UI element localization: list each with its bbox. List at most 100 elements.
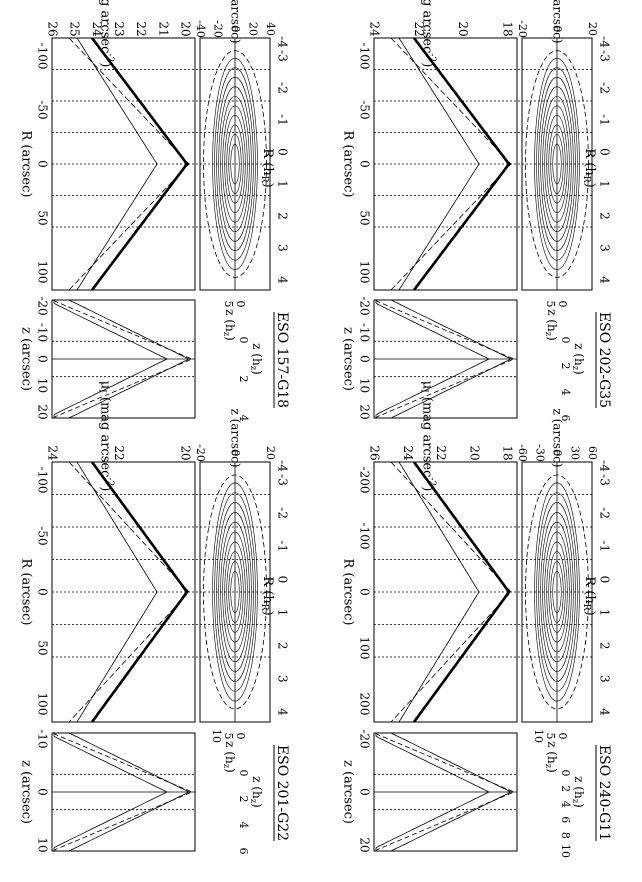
mu-tick: 20 xyxy=(179,445,193,460)
R-tick: 100 xyxy=(358,637,372,660)
R-tick: -100 xyxy=(358,523,372,550)
map-z-label: z (arcsec) xyxy=(551,408,565,467)
hR-tick: -4 xyxy=(598,460,612,472)
hR-axis-label: R (hR) xyxy=(582,576,598,615)
vhz-tick: 2 xyxy=(237,376,250,383)
R-tick: 0 xyxy=(36,588,50,596)
vz-tick: -20 xyxy=(358,729,372,748)
map-z-label: z (arcsec) xyxy=(229,408,243,467)
hR-tick: 0 xyxy=(598,148,612,156)
mu-tick: 24 xyxy=(368,21,382,37)
hz-tick: 10 xyxy=(210,729,223,743)
vz-tick: 0 xyxy=(36,788,50,796)
offset-profile xyxy=(76,37,158,291)
hR-tick: 1 xyxy=(276,609,290,617)
hz-axis-label: z (hz) xyxy=(223,741,238,773)
mu-tick: 20 xyxy=(179,21,193,36)
R-axis-label: R (arcsec) xyxy=(19,131,34,198)
R-tick: -50 xyxy=(358,100,372,119)
model-profile xyxy=(390,461,512,723)
hR-tick: -2 xyxy=(276,82,290,94)
map-z-tick: -40 xyxy=(194,20,207,38)
vz-axis-label: z (arcsec) xyxy=(341,760,356,824)
map-z-tick: 60 xyxy=(586,446,599,460)
vhz-tick: 0 xyxy=(237,770,250,777)
R-tick: -50 xyxy=(36,526,50,545)
mu-tick: 20 xyxy=(456,21,470,36)
map-z-tick: -20 xyxy=(194,444,207,462)
mu-tick: 25 xyxy=(68,21,82,36)
vz-tick: 20 xyxy=(36,404,50,419)
mu-tick: 24 xyxy=(401,445,415,461)
map-z-tick: -20 xyxy=(212,20,225,38)
vertical-profile-model xyxy=(375,299,516,419)
R-axis-label: R (arcsec) xyxy=(341,559,356,626)
hR-tick: 4 xyxy=(276,708,290,716)
R-axis-label: R (arcsec) xyxy=(341,131,356,198)
vhz-tick: 6 xyxy=(237,848,250,855)
hz-tick: 0 xyxy=(556,301,569,308)
mu-tick: 26 xyxy=(46,21,60,36)
major-axis-profile xyxy=(412,37,511,291)
hz-axis-label: z (hz) xyxy=(223,309,238,341)
vz-tick: 0 xyxy=(36,355,50,363)
hR-tick: 3 xyxy=(598,244,612,252)
vz-tick: -10 xyxy=(36,323,50,342)
hR-tick: 3 xyxy=(276,675,290,683)
hz-axis-label: z (hz) xyxy=(545,741,560,773)
vz-axis-label: z (arcsec) xyxy=(19,760,34,824)
map-z-tick: -60 xyxy=(516,444,529,462)
vz-tick: -10 xyxy=(358,323,372,342)
map-z-tick: 0 xyxy=(229,450,242,457)
mu-tick: 20 xyxy=(467,445,481,460)
hz-tick: 0 xyxy=(234,733,247,740)
galaxy-name: ESO 157-G18 xyxy=(274,312,290,408)
vz-tick: -20 xyxy=(358,296,372,315)
hz-tick: 5 xyxy=(222,301,235,308)
model-profile xyxy=(68,461,190,723)
hR-tick: 0 xyxy=(598,576,612,584)
map-z-tick: 0 xyxy=(551,450,564,457)
hz-axis-label: z (hz) xyxy=(545,309,560,341)
vhz-tick: 4 xyxy=(559,389,572,396)
hR-tick: 4 xyxy=(598,276,612,284)
hR-tick: -1 xyxy=(276,540,290,552)
R-tick: 0 xyxy=(36,160,50,168)
vz-tick: 10 xyxy=(36,837,50,852)
vhz-tick: 4 xyxy=(559,801,572,808)
R-axis-label: R (arcsec) xyxy=(19,559,34,626)
hR-tick: 4 xyxy=(276,276,290,284)
map-z-tick: 20 xyxy=(247,22,260,36)
vhz-tick: 8 xyxy=(559,832,572,839)
model-profile xyxy=(390,37,512,291)
offset-profile xyxy=(76,461,158,723)
vhz-tick: 2 xyxy=(237,796,250,803)
hR-tick: 4 xyxy=(598,708,612,716)
vhz-tick: 2 xyxy=(559,785,572,792)
hR-tick: 1 xyxy=(276,180,290,188)
hR-tick: -2 xyxy=(598,82,612,94)
galaxy-name: ESO 202-G35 xyxy=(596,312,612,408)
hR-tick: -4 xyxy=(276,460,290,472)
hR-tick: -4 xyxy=(276,36,290,48)
mu-tick: 18 xyxy=(501,445,515,460)
R-tick: 100 xyxy=(36,693,50,716)
hR-tick: -2 xyxy=(598,507,612,519)
vertical-profile-model xyxy=(375,732,516,852)
hR-tick: 2 xyxy=(598,642,612,650)
hR-tick: 0 xyxy=(276,576,290,584)
mu-tick: 23 xyxy=(112,21,126,36)
vz-axis-label: z (arcsec) xyxy=(19,327,34,391)
hz-tick: 0 xyxy=(234,301,247,308)
hR-tick: -3 xyxy=(598,474,612,486)
mu-tick: 18 xyxy=(501,21,515,36)
mu-axis-label: μI (mag arcsec-2) xyxy=(419,0,437,67)
hR-tick: -3 xyxy=(276,50,290,62)
hR-tick: 2 xyxy=(598,212,612,220)
hR-tick: -1 xyxy=(598,540,612,552)
